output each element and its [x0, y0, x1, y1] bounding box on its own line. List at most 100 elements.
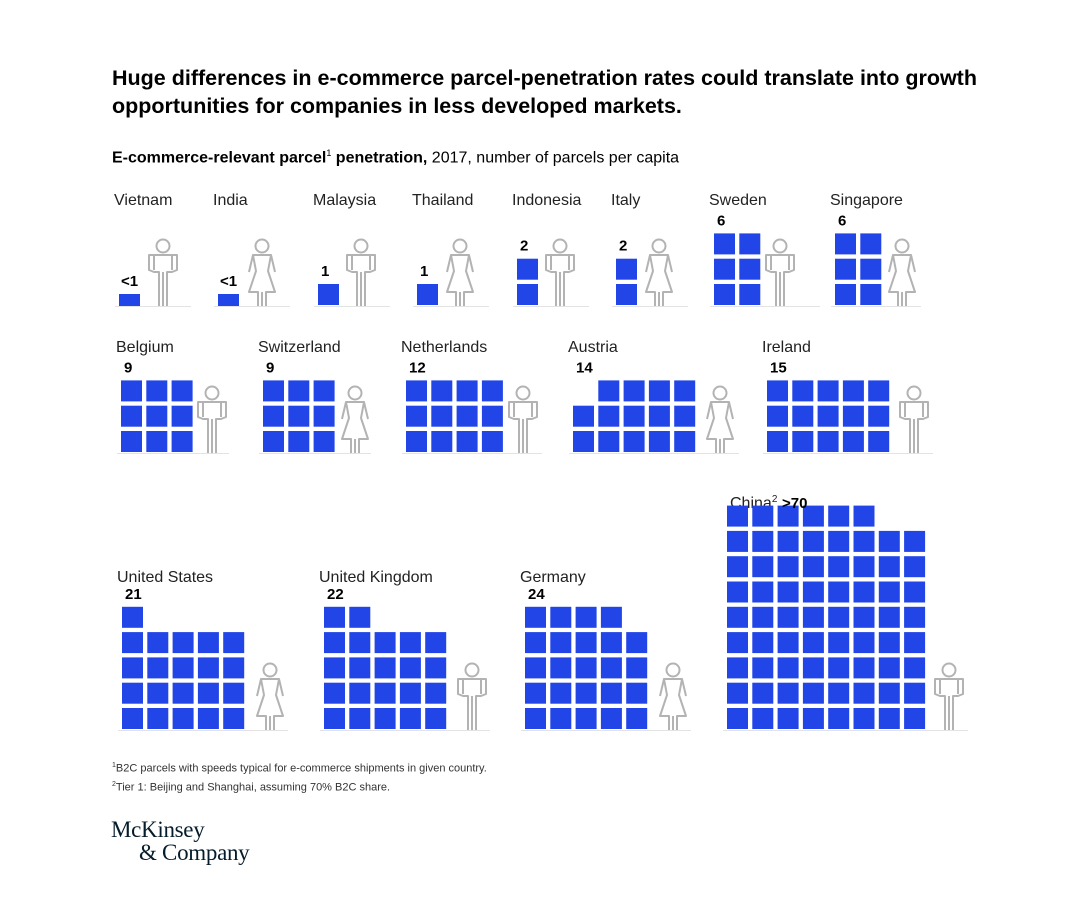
parcel-square: [752, 632, 774, 654]
parcel-square: [525, 682, 546, 704]
man-icon: [765, 238, 795, 306]
parcel-square: [171, 431, 193, 452]
chart-title: Huge differences in e-commerce parcel-pe…: [112, 66, 977, 118]
parcel-square: [197, 632, 219, 654]
parcel-square: [616, 284, 637, 305]
parcel-square: [575, 632, 597, 654]
country-name: Sweden: [709, 192, 767, 209]
country-name: Germany: [520, 569, 586, 586]
parcel-square: [817, 380, 839, 402]
country-malaysia: Malaysia 1: [313, 192, 390, 307]
parcel-square: [324, 657, 345, 679]
parcel-square: [752, 556, 774, 578]
parcel-square: [904, 606, 926, 628]
parcel-square: [727, 505, 748, 527]
parcel-square: [122, 606, 143, 628]
parcel-square: [777, 657, 799, 679]
parcel-square: [878, 657, 900, 679]
parcel-square: [739, 233, 761, 255]
footnote-1: 1B2C parcels with speeds typical for e-c…: [112, 762, 487, 775]
parcel-square: [828, 530, 850, 552]
parcel-square: [828, 657, 850, 679]
parcel-square: [425, 657, 447, 679]
parcel-square: [263, 380, 284, 402]
parcel-square: [406, 431, 427, 452]
parcel-square: [623, 405, 645, 427]
parcel-square: [349, 606, 371, 628]
parcel-square: [374, 682, 396, 704]
country-indonesia: Indonesia 2: [512, 192, 589, 307]
country-singapore: Singapore 6: [830, 192, 921, 307]
man-icon: [197, 385, 227, 453]
parcel-square: [147, 657, 169, 679]
value-label: 2: [520, 238, 528, 255]
parcel-square: [573, 405, 594, 427]
parcel-square: [172, 632, 194, 654]
parcel-square: [792, 380, 814, 402]
parcel-square: [121, 380, 142, 402]
parcel-square: [904, 581, 926, 603]
parcel-square: [456, 405, 478, 427]
parcel-square: [674, 431, 696, 452]
parcel-square: [878, 708, 900, 729]
value-label: 14: [576, 359, 593, 376]
parcel-square: [481, 380, 503, 402]
parcel-square: [767, 405, 788, 427]
woman-icon: [645, 238, 673, 306]
parcel-square: [727, 556, 748, 578]
parcel-square: [828, 505, 850, 527]
parcel-square: [218, 294, 239, 306]
parcel-square: [172, 682, 194, 704]
parcel-square: [146, 405, 168, 427]
woman-icon: [446, 238, 474, 306]
parcel-square: [674, 405, 696, 427]
parcel-square: [853, 708, 875, 729]
parcel-square: [598, 405, 620, 427]
parcel-square: [223, 708, 245, 729]
parcel-square: [802, 682, 824, 704]
parcel-square: [171, 405, 193, 427]
parcel-square: [324, 606, 345, 628]
parcel-square: [777, 581, 799, 603]
parcel-square: [147, 682, 169, 704]
man-icon: [148, 238, 178, 306]
parcel-square: [904, 530, 926, 552]
woman-icon: [248, 238, 276, 306]
parcel-square: [727, 657, 748, 679]
parcel-square: [868, 431, 890, 452]
parcel-square: [817, 405, 839, 427]
parcel-square: [263, 405, 284, 427]
parcel-square: [525, 708, 546, 729]
mckinsey-logo: McKinsey & Company: [111, 817, 250, 865]
country-name: Thailand: [412, 192, 473, 209]
parcel-square: [904, 682, 926, 704]
parcel-square: [853, 556, 875, 578]
value-label: 2: [619, 238, 627, 255]
parcel-square: [727, 606, 748, 628]
parcel-square: [481, 405, 503, 427]
parcel-square: [626, 682, 648, 704]
country-name: Ireland: [762, 339, 811, 356]
parcel-square: [600, 708, 622, 729]
country-china: China2 >70: [723, 494, 968, 731]
parcel-square: [802, 657, 824, 679]
parcel-square: [147, 632, 169, 654]
parcel-square: [802, 632, 824, 654]
parcel-square: [727, 708, 748, 729]
chart-subtitle: E-commerce-relevant parcel1 penetration,…: [112, 148, 680, 167]
parcel-square: [674, 380, 696, 402]
value-label: <1: [121, 273, 138, 290]
parcel-square: [288, 405, 310, 427]
value-label: 9: [124, 359, 132, 376]
parcel-square: [853, 606, 875, 628]
parcel-square: [313, 405, 335, 427]
parcel-square: [399, 657, 421, 679]
parcel-square: [172, 657, 194, 679]
parcel-square: [828, 632, 850, 654]
woman-icon: [341, 385, 369, 453]
parcel-square: [425, 682, 447, 704]
country-name: United Kingdom: [319, 569, 433, 586]
country-switzerland: Switzerland 9: [258, 339, 371, 454]
